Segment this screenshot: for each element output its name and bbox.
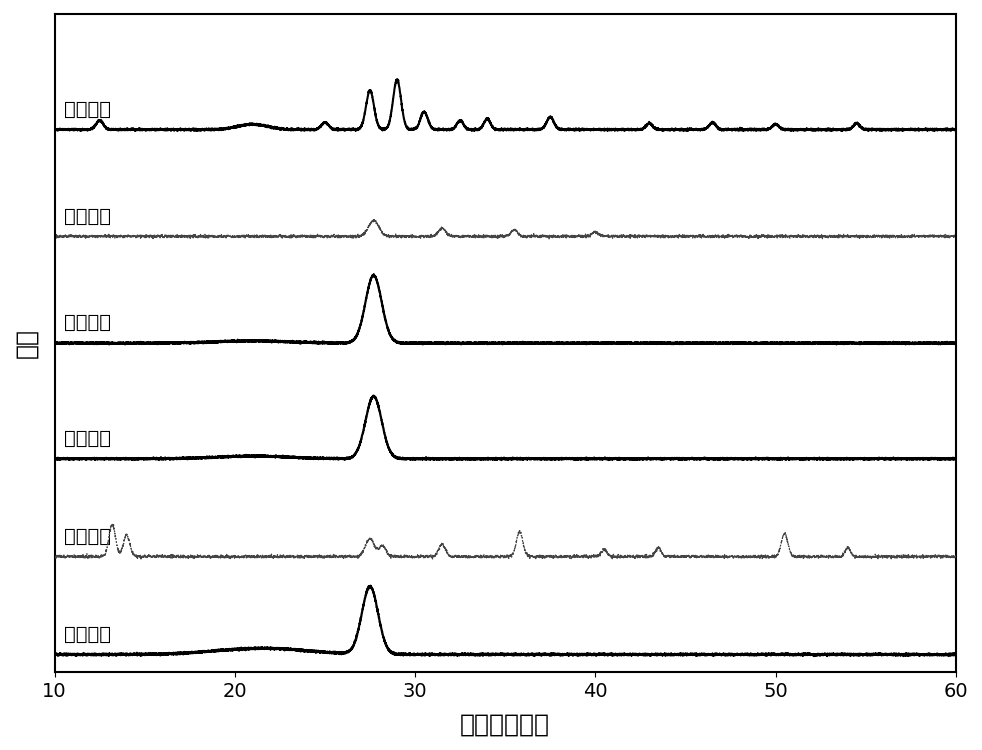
X-axis label: 衍射角（度）: 衍射角（度）: [461, 712, 550, 736]
Text: 实施例一: 实施例一: [64, 429, 111, 448]
Text: 实施例三: 实施例三: [64, 207, 111, 226]
Text: 对比例二: 对比例二: [64, 527, 111, 546]
Text: 实施例二: 实施例二: [64, 314, 111, 332]
Y-axis label: 强度: 强度: [14, 328, 38, 358]
Text: 实施例四: 实施例四: [64, 100, 111, 119]
Text: 对比例一: 对比例一: [64, 625, 111, 644]
